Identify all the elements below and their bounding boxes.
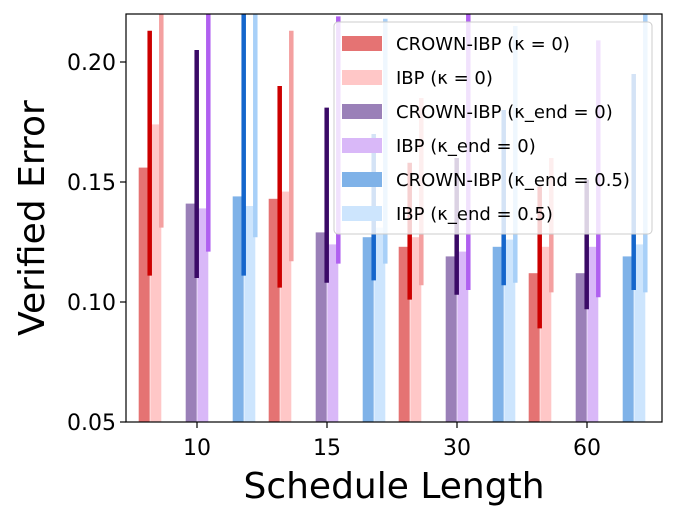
bar-30-series-1 — [410, 237, 422, 422]
bar-10-series-5 — [244, 206, 256, 422]
x-tick-label: 30 — [443, 436, 471, 461]
legend-swatch-5 — [342, 206, 382, 221]
legend-swatch-0 — [342, 36, 382, 51]
legend-entry-5: IBP (κ_end = 0.5) — [396, 204, 553, 225]
legend-box — [333, 21, 653, 235]
legend-swatch-3 — [342, 138, 382, 153]
legend-swatch-2 — [342, 104, 382, 119]
bar-60-series-3 — [587, 246, 599, 422]
x-tick-label: 60 — [573, 436, 601, 461]
x-axis-label: Schedule Length — [243, 466, 544, 507]
bar-60-series-0 — [528, 273, 540, 422]
bar-10-series-4 — [232, 196, 244, 422]
y-tick-label: 0.05 — [67, 411, 116, 436]
bar-15-series-5 — [374, 227, 386, 422]
legend-entry-3: IBP (κ_end = 0) — [396, 136, 536, 157]
legend-entry-4: CROWN-IBP (κ_end = 0.5) — [396, 170, 630, 191]
bar-30-series-0 — [398, 246, 410, 422]
bar-60-series-4 — [622, 256, 634, 422]
bar-60-series-2 — [575, 273, 587, 422]
bar-10-series-2 — [185, 203, 197, 422]
x-tick-label: 15 — [313, 436, 341, 461]
bars-layer — [138, 124, 646, 423]
y-tick-label: 0.15 — [67, 171, 116, 196]
bar-15-series-0 — [268, 198, 280, 422]
legend-entry-0: CROWN-IBP (κ = 0) — [396, 34, 570, 55]
bar-30-series-5 — [504, 239, 516, 422]
bar-15-series-1 — [280, 191, 292, 422]
plot-frame — [125, 13, 663, 423]
y-axis-ticks: 0.05 0.10 0.15 0.20 — [67, 51, 126, 436]
legend-entry-1: IBP (κ = 0) — [396, 68, 493, 89]
bar-60-series-5 — [634, 244, 646, 422]
y-tick-label: 0.20 — [67, 51, 116, 76]
y-tick-label: 0.10 — [67, 291, 116, 316]
legend-entry-2: CROWN-IBP (κ_end = 0) — [396, 102, 613, 123]
x-axis-ticks: 10 15 30 60 — [183, 422, 601, 461]
bar-30-series-3 — [457, 251, 469, 422]
bar-15-series-4 — [362, 237, 374, 422]
legend-swatch-4 — [342, 172, 382, 187]
bar-30-series-2 — [445, 256, 457, 422]
bar-15-series-3 — [327, 244, 339, 422]
bar-10-series-1 — [150, 124, 162, 423]
bar-60-series-1 — [540, 246, 552, 422]
x-tick-label: 10 — [183, 436, 211, 461]
bar-10-series-3 — [197, 208, 209, 422]
y-axis-label: Verified Error — [12, 100, 53, 336]
bar-15-series-2 — [315, 232, 327, 422]
legend-swatch-1 — [342, 70, 382, 85]
legend: CROWN-IBP (κ = 0) IBP (κ = 0) CROWN-IBP (κ… — [333, 21, 653, 235]
bar-30-series-4 — [492, 246, 504, 422]
bar-10-series-0 — [138, 167, 150, 422]
